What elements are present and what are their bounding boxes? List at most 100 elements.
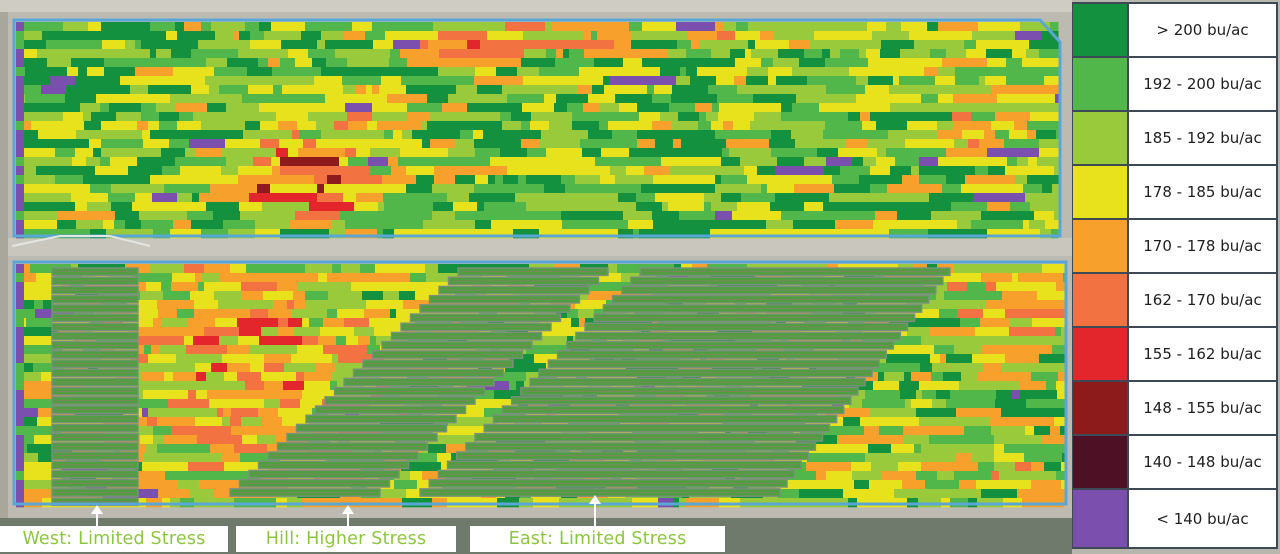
yield-cell [16, 363, 24, 373]
yield-cell [999, 471, 1027, 481]
yield-cell [352, 22, 373, 32]
yield-cell [237, 318, 255, 328]
yield-cell [52, 31, 76, 41]
yield-cell [64, 327, 87, 337]
yield-cell [222, 453, 241, 463]
yield-cell [38, 408, 51, 418]
yield-cell [652, 121, 673, 131]
yield-cell [321, 31, 345, 41]
yield-cell [526, 372, 539, 382]
yield-cell [179, 175, 199, 185]
yield-cell [147, 399, 169, 409]
yield-cell [564, 193, 584, 203]
yield-cell [432, 211, 456, 221]
yield-cell [837, 435, 863, 445]
yield-cell [16, 309, 36, 319]
yield-cell [228, 175, 239, 185]
yield-cell [419, 282, 432, 292]
yield-cell [152, 76, 173, 86]
yield-cell [556, 193, 565, 203]
yield-cell [475, 148, 501, 158]
yield-cell [16, 291, 35, 301]
yield-cell [862, 399, 890, 409]
yield-cell [518, 157, 545, 167]
yield-cell [367, 94, 388, 104]
yield-cell [892, 202, 914, 212]
yield-cell [924, 426, 950, 436]
yield-cell [149, 94, 171, 104]
yield-cell [804, 202, 824, 212]
yield-cell [985, 282, 997, 292]
yield-cell [262, 417, 283, 427]
yield-cell [983, 399, 996, 409]
yield-cell [868, 444, 892, 454]
yield-cell [936, 390, 951, 400]
yield-cell [377, 121, 401, 131]
yield-cell [663, 148, 674, 158]
yield-cell [600, 103, 620, 113]
yield-cell [987, 372, 1010, 382]
yield-cell [358, 336, 371, 346]
yield-cell [669, 103, 696, 113]
yield-cell [615, 327, 634, 337]
yield-cell [400, 211, 412, 221]
yield-cell [934, 103, 961, 113]
yield-cell [540, 336, 568, 346]
yield-cell [966, 49, 987, 59]
yield-cell [866, 49, 881, 59]
yield-cell [1058, 291, 1065, 301]
yield-cell [788, 31, 815, 41]
yield-cell [948, 184, 962, 194]
yield-cell [940, 453, 949, 463]
yield-cell [370, 148, 383, 158]
yield-cell [511, 112, 532, 122]
yield-cell [449, 229, 466, 239]
yield-cell [544, 94, 557, 104]
yield-cell [148, 408, 157, 418]
yield-cell [254, 318, 279, 328]
yield-cell [403, 327, 417, 337]
yield-cell [829, 193, 855, 203]
yield-cell [75, 76, 99, 86]
yield-cell [507, 94, 525, 104]
yield-cell [804, 480, 829, 490]
yield-cell [959, 390, 982, 400]
yield-cell [16, 282, 39, 292]
yield-cell [268, 40, 282, 50]
yield-cell [861, 67, 885, 77]
yield-cell [1029, 220, 1046, 230]
yield-cell [938, 22, 965, 32]
yield-cell [304, 166, 332, 176]
yield-cell [728, 85, 738, 95]
yield-cell [985, 40, 1004, 50]
yield-cell [425, 453, 438, 463]
yield-cell [490, 157, 513, 167]
yield-cell [16, 220, 24, 230]
yield-cell [871, 462, 882, 472]
yield-cell [1059, 435, 1065, 445]
legend-swatch [1073, 490, 1127, 547]
yield-cell [261, 372, 283, 382]
yield-cell [305, 264, 312, 274]
yield-cell [93, 327, 104, 337]
yield-cell [927, 166, 940, 176]
yield-cell [1023, 220, 1030, 230]
yield-cell [876, 139, 888, 149]
yield-cell [588, 291, 613, 301]
yield-cell [16, 40, 24, 50]
yield-cell [16, 453, 39, 463]
yield-cell [215, 94, 236, 104]
yield-cell [675, 58, 702, 68]
yield-cell [859, 49, 867, 59]
yield-cell [935, 76, 956, 86]
yield-cell [46, 148, 56, 158]
yield-cell [177, 193, 193, 203]
yield-cell [865, 453, 888, 463]
yield-cell [501, 103, 523, 113]
yield-cell [253, 157, 272, 167]
yield-cell [212, 193, 224, 203]
yield-cell [219, 336, 239, 346]
yield-cell [137, 121, 149, 131]
yield-cell [667, 67, 681, 77]
yield-cell [864, 426, 880, 436]
